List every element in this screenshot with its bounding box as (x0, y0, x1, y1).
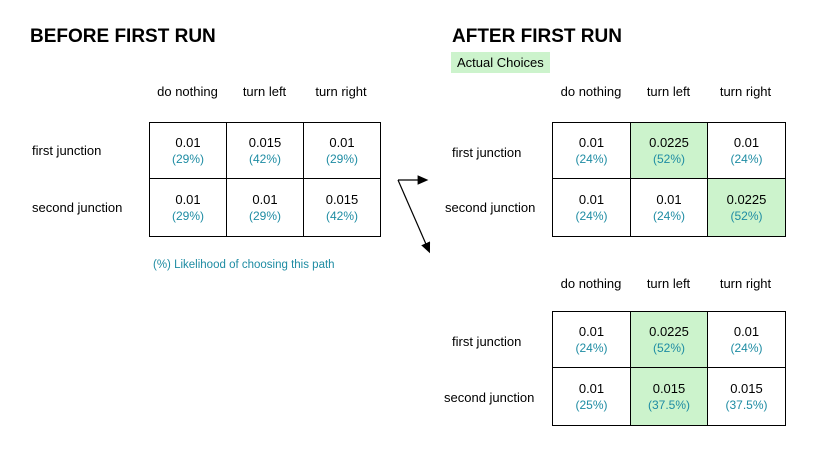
after1-row-label-second-junction: second junction (445, 200, 536, 215)
after1-col-turn-right: turn right (719, 84, 772, 99)
arrow-to-bottom-table (397, 179, 431, 254)
table-cell: 0.01 (24%) (708, 123, 785, 179)
before-table: 0.01 (29%) 0.015 (42%) 0.01 (29%) 0.01 (… (149, 122, 381, 237)
branch-arrows (397, 175, 431, 254)
after2-row-label-second-junction: second junction (444, 390, 535, 405)
before-column-headers: do nothing turn left turn right (149, 84, 379, 99)
table-cell: 0.015 (37.5%) (708, 368, 785, 425)
after2-col-do-nothing: do nothing (560, 276, 622, 291)
table-cell: 0.01 (24%) (553, 179, 631, 236)
table-cell-highlighted: 0.0225 (52%) (708, 179, 785, 236)
cell-value: 0.01 (733, 324, 760, 339)
cell-value: 0.0225 (649, 135, 689, 150)
cell-percentage: (37.5%) (725, 398, 768, 412)
before-row-label-second-junction: second junction (32, 200, 123, 215)
after1-col-turn-left: turn left (646, 84, 691, 99)
after2-col-turn-left: turn left (646, 276, 691, 291)
cell-percentage: (52%) (652, 152, 685, 166)
table-cell: 0.015 (42%) (227, 123, 304, 179)
table-cell: 0.01 (24%) (553, 312, 631, 368)
cell-percentage: (24%) (730, 341, 763, 355)
cell-value: 0.01 (578, 324, 605, 339)
table-cell: 0.01 (24%) (631, 179, 708, 236)
cell-percentage: (37.5%) (647, 398, 691, 412)
cell-value: 0.01 (656, 192, 682, 207)
cell-percentage: (52%) (652, 341, 685, 355)
table-cell-highlighted: 0.015 (37.5%) (631, 368, 708, 425)
cell-value: 0.01 (175, 135, 201, 150)
table-cell-highlighted: 0.0225 (52%) (631, 123, 708, 179)
cell-value: 0.01 (578, 192, 605, 207)
percentage-legend-caption: (%) Likelihood of choosing this path (153, 259, 335, 271)
cell-percentage: (29%) (171, 152, 204, 166)
before-col-do-nothing: do nothing (157, 84, 218, 99)
cell-value: 0.01 (252, 192, 278, 207)
after-table1-column-headers: do nothing turn left turn right (552, 84, 784, 99)
cell-percentage: (24%) (575, 209, 608, 223)
table-cell: 0.01 (25%) (553, 368, 631, 425)
cell-value: 0.015 (652, 381, 686, 396)
table-cell: 0.01 (29%) (227, 179, 304, 236)
cell-value: 0.0225 (649, 324, 689, 339)
after1-row-label-first-junction: first junction (452, 145, 522, 160)
cell-percentage: (42%) (248, 152, 281, 166)
cell-value: 0.015 (248, 135, 282, 150)
table-cell: 0.01 (24%) (553, 123, 631, 179)
table-cell-highlighted: 0.0225 (52%) (631, 312, 708, 368)
after1-col-do-nothing: do nothing (560, 84, 622, 99)
cell-value: 0.01 (578, 381, 605, 396)
cell-percentage: (29%) (248, 209, 281, 223)
table-cell: 0.01 (29%) (150, 123, 227, 179)
cell-value: 0.01 (733, 135, 760, 150)
cell-value: 0.015 (325, 192, 359, 207)
cell-value: 0.01 (175, 192, 201, 207)
before-row-label-first-junction: first junction (32, 143, 102, 158)
after2-col-turn-right: turn right (719, 276, 772, 291)
after-table2: 0.01 (24%) 0.0225 (52%) 0.01 (24%) 0.01 … (552, 311, 786, 426)
cell-percentage: (24%) (575, 152, 608, 166)
cell-percentage: (29%) (171, 209, 204, 223)
cell-percentage: (24%) (575, 341, 608, 355)
before-section-title: BEFORE FIRST RUN (30, 26, 216, 47)
cell-percentage: (52%) (730, 209, 763, 223)
before-col-turn-left: turn left (242, 84, 287, 99)
cell-value: 0.01 (578, 135, 605, 150)
cell-percentage: (42%) (325, 209, 358, 223)
after-section-title: AFTER FIRST RUN (452, 26, 622, 47)
cell-percentage: (24%) (652, 209, 685, 223)
cell-percentage: (24%) (730, 152, 763, 166)
cell-value: 0.0225 (726, 192, 767, 207)
table-cell: 0.015 (42%) (304, 179, 380, 236)
table-cell: 0.01 (24%) (708, 312, 785, 368)
table-cell: 0.01 (29%) (150, 179, 227, 236)
cell-percentage: (25%) (575, 398, 608, 412)
actual-choices-badge: Actual Choices (451, 52, 550, 73)
after-table2-column-headers: do nothing turn left turn right (552, 276, 784, 291)
cell-value: 0.015 (730, 381, 763, 396)
after2-row-label-first-junction: first junction (452, 334, 522, 349)
before-col-turn-right: turn right (315, 84, 367, 99)
after-table1: 0.01 (24%) 0.0225 (52%) 0.01 (24%) 0.01 … (552, 122, 786, 237)
table-cell: 0.01 (29%) (304, 123, 380, 179)
cell-percentage: (29%) (325, 152, 358, 166)
cell-value: 0.01 (329, 135, 355, 150)
